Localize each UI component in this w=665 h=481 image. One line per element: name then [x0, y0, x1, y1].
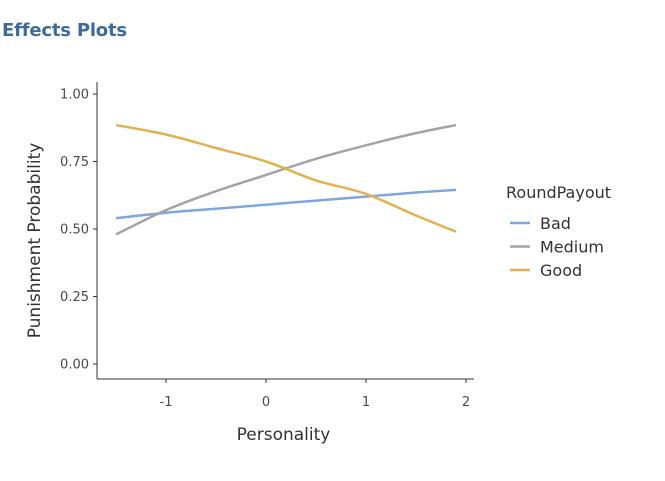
x-tick-label: 1 — [362, 395, 370, 410]
x-tick-label: 0 — [262, 395, 270, 410]
x-tick-label: -1 — [160, 395, 173, 410]
page-title: Effects Plots — [2, 20, 127, 41]
y-tick-label: 1.00 — [60, 88, 89, 103]
series-line-medium — [115, 123, 457, 236]
y-tick-label: 0.00 — [60, 358, 89, 373]
legend-label-good: Good — [540, 261, 582, 280]
legend-label-bad: Bad — [540, 214, 571, 233]
axes: 0.00 0.25 0.50 0.75 1.00 -1 0 1 2 Personality Puni… — [25, 82, 474, 445]
series-line-bad — [115, 188, 457, 220]
plot-area — [115, 123, 457, 236]
y-tick-label: 0.75 — [60, 155, 89, 170]
x-tick-label: 2 — [462, 395, 470, 410]
y-axis-title: Punishment Probability — [25, 143, 45, 339]
legend-title: RoundPayout — [506, 183, 611, 202]
y-tick-label: 0.25 — [60, 290, 89, 305]
legend-label-medium: Medium — [540, 238, 604, 257]
series-line-good — [115, 123, 457, 233]
y-tick-label: 0.50 — [60, 223, 89, 238]
x-axis-title: Personality — [237, 425, 331, 445]
legend: RoundPayout Bad Medium Good — [506, 183, 611, 280]
